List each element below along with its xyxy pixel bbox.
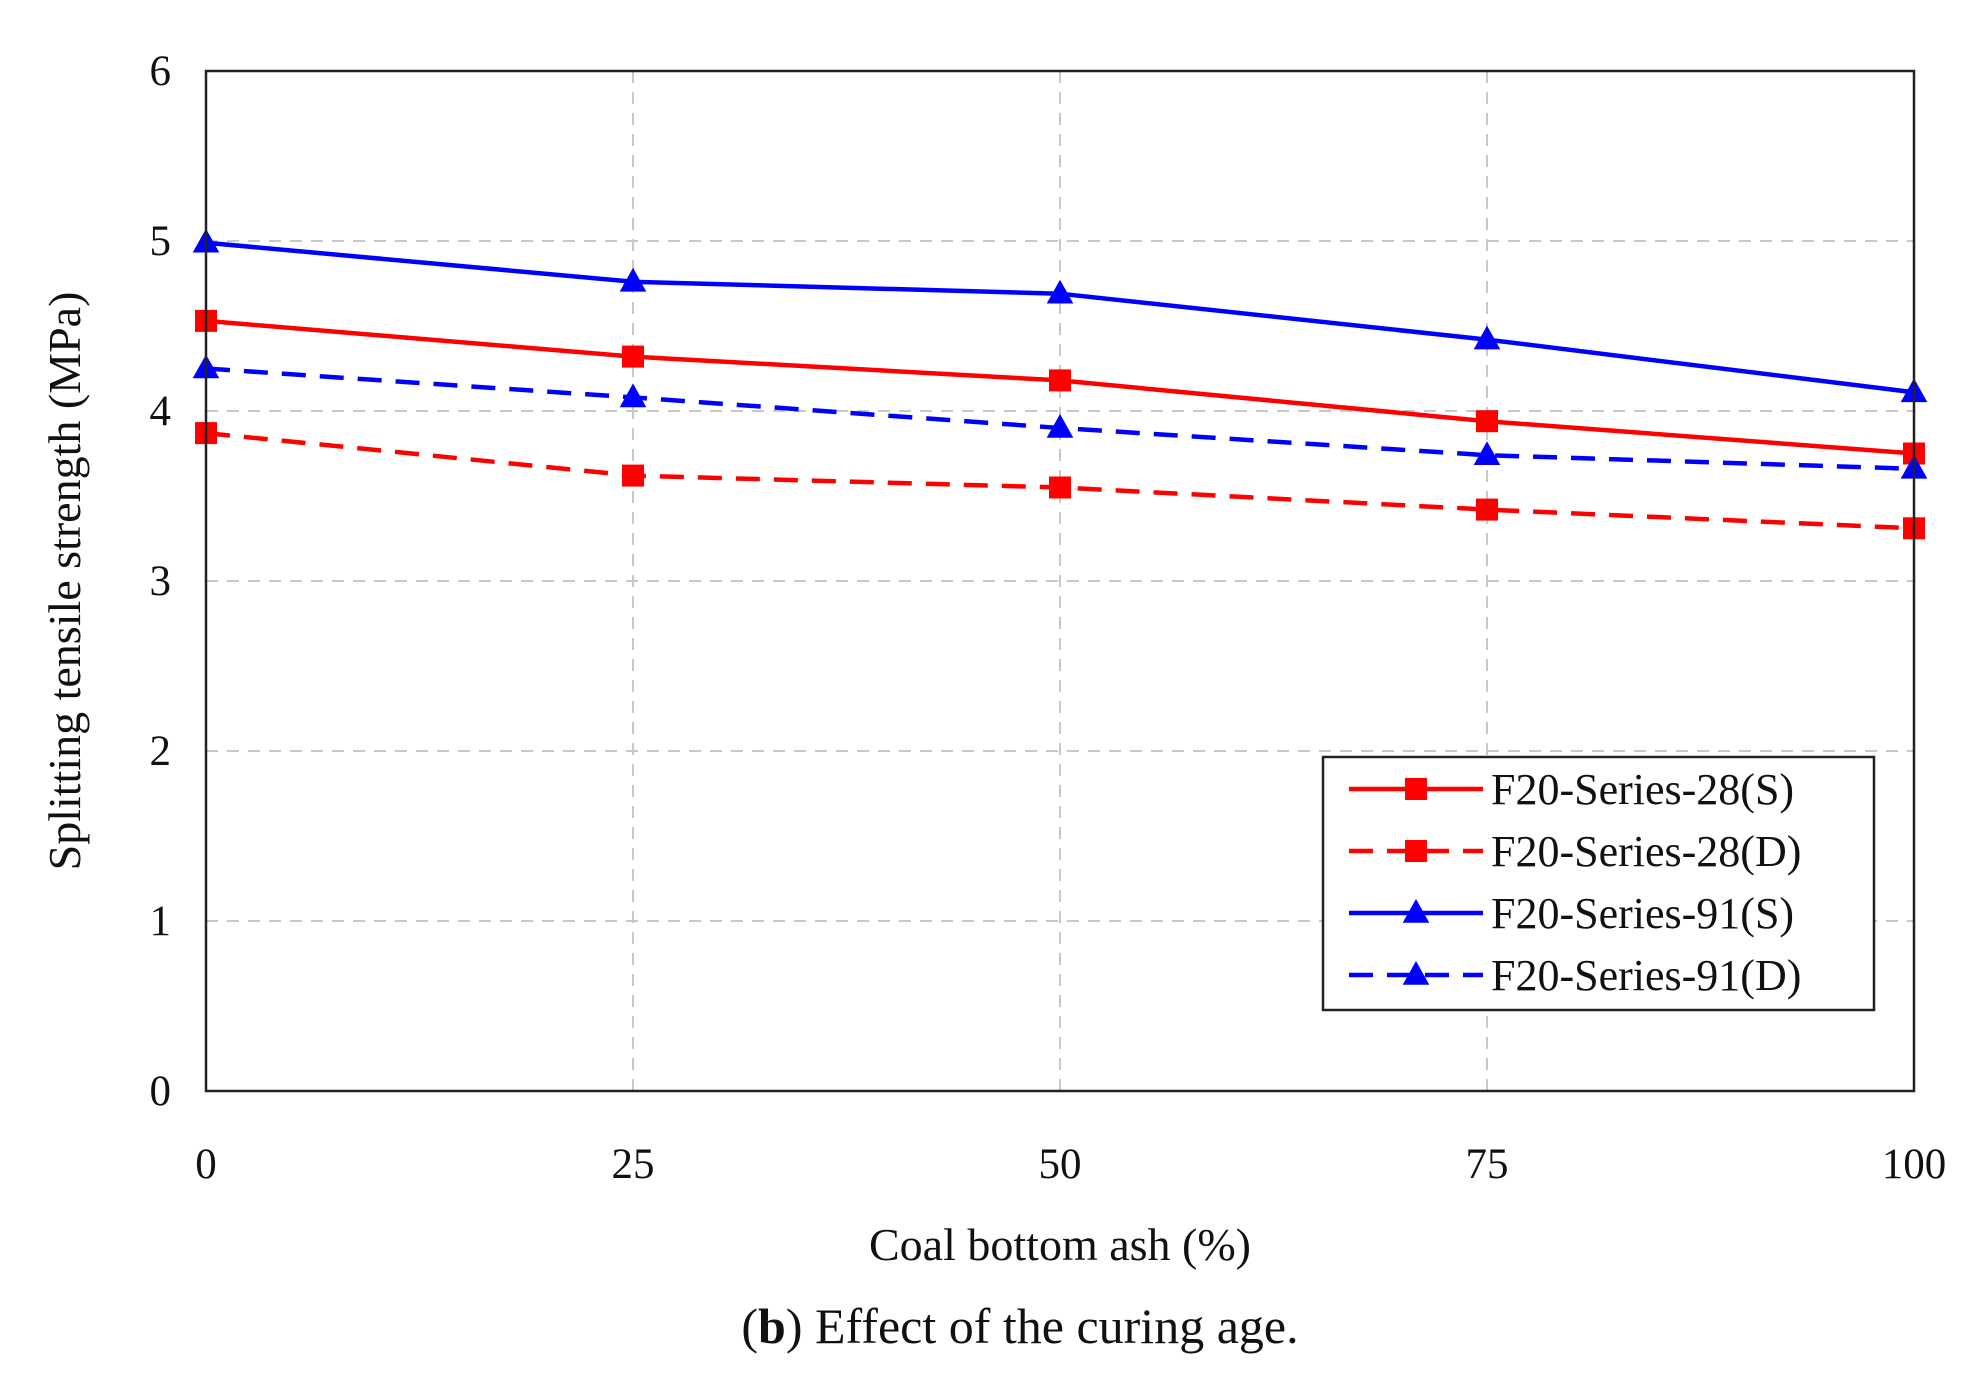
legend-marker <box>1402 899 1430 923</box>
y-tick-label: 1 <box>150 898 172 945</box>
y-tick-label: 2 <box>150 728 172 775</box>
y-axis-title: Splitting tensile strength (MPa) <box>39 292 90 871</box>
data-point <box>619 383 647 408</box>
figure-caption: (b) Effect of the curing age. <box>741 1298 1298 1354</box>
legend-label: F20-Series-28(D) <box>1491 827 1801 876</box>
data-point <box>1476 498 1498 521</box>
x-tick-label: 0 <box>195 1141 217 1188</box>
y-tick-label: 5 <box>150 218 172 265</box>
data-point <box>1473 441 1501 465</box>
data-point <box>1476 410 1498 433</box>
series-layer <box>192 228 1928 540</box>
legend-label: F20-Series-28(S) <box>1491 765 1794 814</box>
legend-marker <box>1405 840 1427 862</box>
data-point <box>622 464 644 487</box>
y-tick-label: 3 <box>150 558 172 605</box>
data-point <box>619 267 647 292</box>
data-point <box>1046 279 1074 304</box>
x-tick-label: 100 <box>1882 1141 1947 1188</box>
data-point <box>1473 325 1501 350</box>
data-point <box>1049 369 1071 392</box>
caption-text: ) Effect of the curing age. <box>786 1298 1299 1354</box>
x-tick-label: 25 <box>612 1141 655 1188</box>
y-tick-label: 4 <box>150 388 172 435</box>
legend: F20-Series-28(S) F20-Series-28(D) F20-Seri… <box>1321 755 1876 1012</box>
x-axis-title: Coal bottom ash (%) <box>869 1219 1251 1270</box>
x-tick-label: 50 <box>1039 1141 1082 1188</box>
legend-marker <box>1402 961 1430 985</box>
x-tick-label: 75 <box>1466 1141 1509 1188</box>
data-point <box>622 345 644 368</box>
legend-label: F20-Series-91(D) <box>1491 951 1801 1000</box>
data-point <box>1049 476 1071 499</box>
plot-frame <box>204 69 1916 1093</box>
legend-label: F20-Series-91(S) <box>1491 889 1794 938</box>
y-tick-label: 6 <box>150 48 172 95</box>
y-tick-label: 0 <box>150 1068 172 1115</box>
data-point <box>1046 414 1074 438</box>
legend-marker <box>1405 778 1427 800</box>
caption-letter: b <box>758 1298 786 1354</box>
caption-open-paren: ( <box>741 1298 758 1354</box>
tick-layer: 0 1 2 3 4 5 6 0 25 50 75 100 <box>150 48 1947 1188</box>
